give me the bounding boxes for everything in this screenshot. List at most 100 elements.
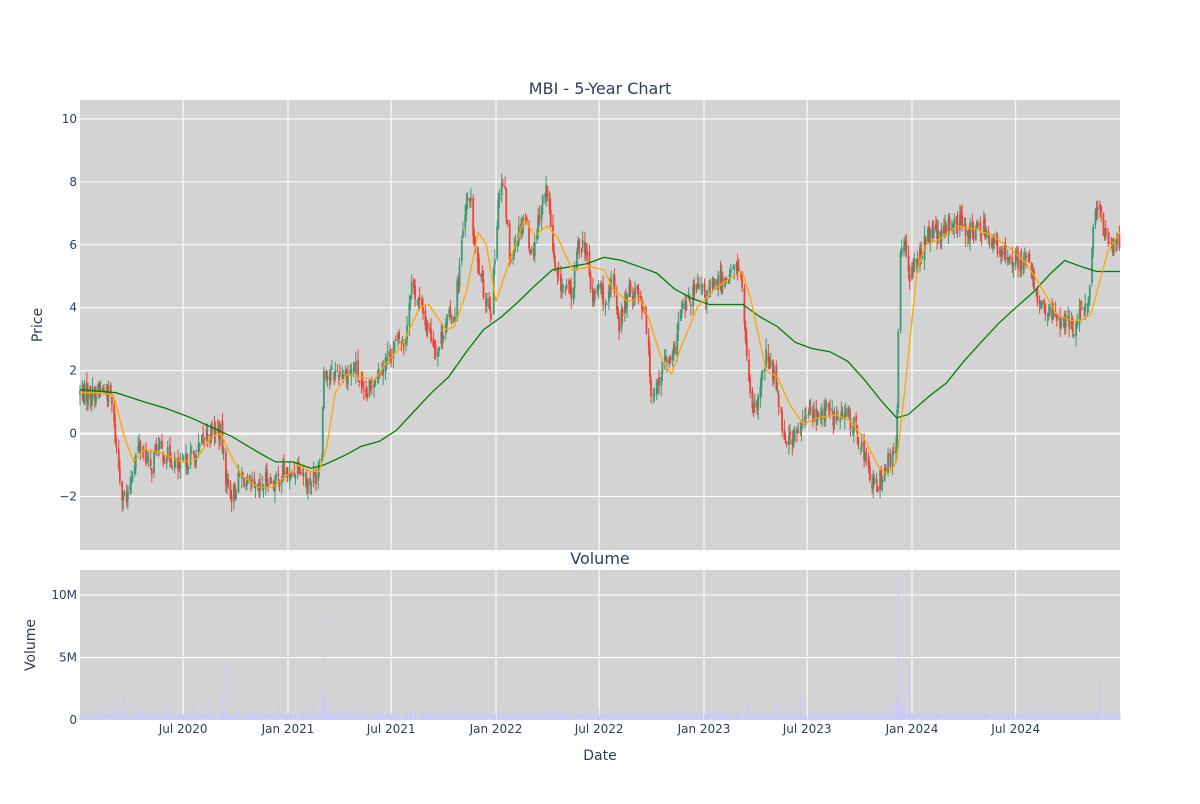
- candlestick: [652, 387, 655, 404]
- volume-bar: [1060, 714, 1062, 720]
- volume-bar: [618, 716, 620, 720]
- volume-bar: [669, 714, 671, 720]
- volume-bar: [131, 717, 133, 720]
- candle-body: [689, 304, 692, 306]
- candle-body: [958, 215, 961, 230]
- volume-bar: [996, 716, 998, 720]
- candlestick: [1075, 319, 1078, 347]
- candlestick: [374, 378, 377, 388]
- volume-bar: [705, 716, 707, 720]
- volume-bar: [158, 715, 160, 720]
- volume-bar: [262, 714, 264, 720]
- volume-bar: [505, 715, 507, 720]
- volume-bar: [582, 715, 584, 720]
- volume-bar: [628, 716, 630, 720]
- candlestick: [344, 365, 347, 377]
- volume-bar: [157, 715, 159, 720]
- candlestick: [857, 436, 860, 450]
- volume-bar: [404, 717, 406, 720]
- candle-body: [735, 263, 738, 270]
- volume-bar: [354, 716, 356, 720]
- volume-bar: [370, 716, 372, 720]
- volume-bar: [920, 715, 922, 720]
- volume-bar: [569, 716, 571, 720]
- candlestick: [389, 344, 391, 364]
- volume-bar: [109, 713, 111, 720]
- candle-body: [1051, 303, 1054, 320]
- volume-bar: [718, 716, 720, 720]
- volume-bar: [326, 715, 328, 720]
- volume-bar: [378, 714, 380, 720]
- candle-body: [1025, 255, 1027, 258]
- volume-bar: [881, 713, 883, 720]
- volume-bar: [937, 715, 939, 720]
- volume-bar: [1119, 713, 1121, 720]
- candlestick: [125, 484, 128, 508]
- volume-bar: [486, 716, 488, 720]
- volume-bar: [825, 714, 827, 720]
- volume-bar: [298, 715, 300, 720]
- volume-bar: [791, 716, 793, 720]
- volume-bar: [436, 713, 438, 720]
- candle-body: [205, 429, 208, 440]
- volume-bar: [94, 715, 96, 720]
- candlestick: [915, 258, 918, 272]
- volume-bar: [684, 714, 686, 720]
- volume-bar: [1013, 715, 1015, 720]
- volume-bar: [949, 714, 951, 720]
- volume-bar: [229, 715, 231, 720]
- volume-bar: [672, 716, 674, 720]
- volume-bar: [1032, 713, 1034, 720]
- volume-bar: [345, 714, 347, 720]
- volume-bar: [117, 715, 119, 720]
- candlestick: [177, 449, 179, 480]
- volume-bar: [1011, 713, 1013, 720]
- candlestick: [612, 273, 615, 287]
- candle-body: [389, 352, 391, 360]
- volume-bar: [317, 715, 319, 720]
- volume-bar: [1057, 716, 1059, 720]
- candle-body: [736, 261, 739, 271]
- candlestick: [1020, 248, 1023, 278]
- candle-body: [1095, 207, 1098, 214]
- volume-bar: [433, 716, 435, 720]
- volume-bar: [1084, 713, 1086, 720]
- candlestick: [393, 341, 396, 352]
- candle-body: [1092, 226, 1095, 250]
- candle-body: [581, 239, 584, 249]
- candle-body: [647, 335, 650, 349]
- volume-bar: [1077, 714, 1079, 720]
- candle-body: [393, 342, 396, 350]
- candlestick: [129, 476, 132, 496]
- candle-body: [979, 222, 982, 231]
- candle-body: [504, 186, 507, 189]
- volume-bar: [812, 714, 814, 720]
- volume-bar: [1072, 717, 1074, 720]
- candle-body: [564, 286, 567, 288]
- volume-bar: [557, 714, 559, 720]
- volume-bar: [837, 717, 839, 720]
- volume-bar: [985, 713, 987, 720]
- candlestick: [190, 445, 193, 454]
- volume-bar: [230, 716, 232, 720]
- candle-body: [827, 403, 830, 408]
- volume-bar: [231, 713, 233, 720]
- candlestick: [93, 386, 96, 409]
- candle-body: [944, 224, 946, 231]
- volume-bar: [892, 717, 894, 720]
- volume-bar: [713, 714, 715, 720]
- volume-bar: [812, 714, 814, 720]
- volume-bar: [948, 716, 950, 720]
- candle-body: [254, 485, 257, 488]
- candle-body: [980, 233, 983, 236]
- candlestick: [896, 403, 899, 450]
- volume-bar: [130, 714, 132, 720]
- candlestick: [833, 407, 836, 430]
- candle-body: [315, 474, 317, 484]
- volume-bar: [632, 713, 634, 720]
- candlestick: [417, 296, 420, 311]
- volume-bar: [387, 716, 389, 720]
- volume-bar: [724, 713, 726, 720]
- candlestick: [936, 218, 938, 251]
- volume-bar: [905, 712, 907, 720]
